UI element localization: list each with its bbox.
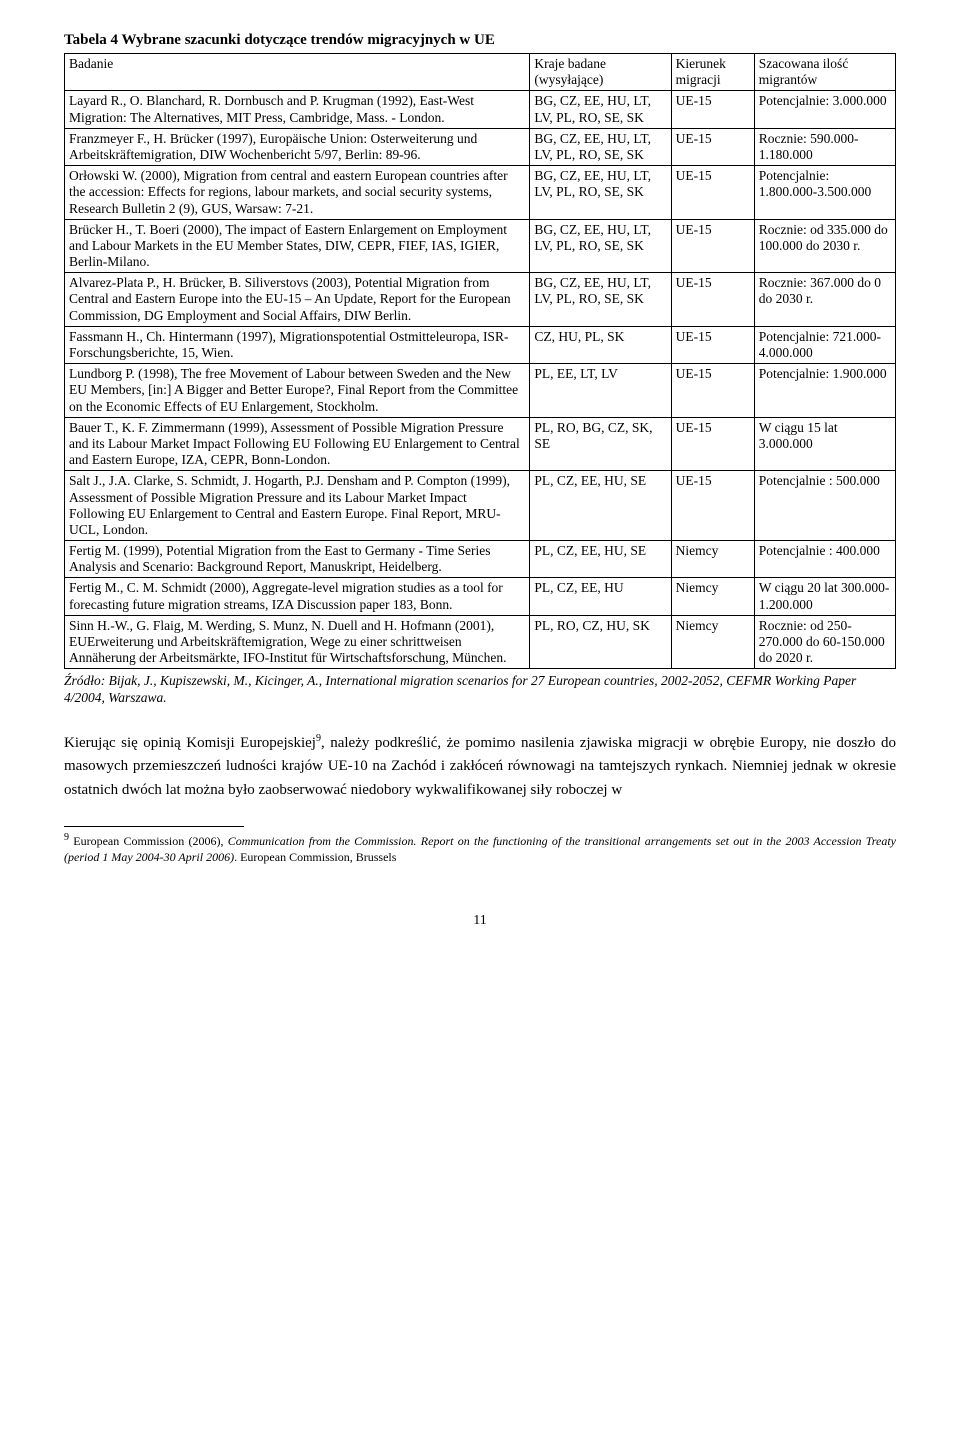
td-direction: Niemcy	[671, 541, 754, 578]
para-prefix: Kierując się opinią Komisji Europejskiej	[64, 735, 316, 751]
td-direction: UE-15	[671, 326, 754, 363]
td-estimate: W ciągu 20 lat 300.000-1.200.000	[754, 578, 895, 615]
table-row: Alvarez-Plata P., H. Brücker, B. Siliver…	[65, 273, 896, 327]
table-row: Fertig M. (1999), Potential Migration fr…	[65, 541, 896, 578]
td-study: Brücker H., T. Boeri (2000), The impact …	[65, 219, 530, 273]
table-row: Bauer T., K. F. Zimmermann (1999), Asses…	[65, 417, 896, 471]
table-row: Franzmeyer F., H. Brücker (1997), Europä…	[65, 128, 896, 165]
td-direction: UE-15	[671, 166, 754, 220]
table-row: Fertig M., C. M. Schmidt (2000), Aggrega…	[65, 578, 896, 615]
migration-table: Badanie Kraje badane (wysyłające) Kierun…	[64, 53, 896, 669]
td-study: Orłowski W. (2000), Migration from centr…	[65, 166, 530, 220]
td-direction: UE-15	[671, 91, 754, 128]
td-estimate: Potencjalnie: 721.000-4.000.000	[754, 326, 895, 363]
td-countries: PL, RO, CZ, HU, SK	[530, 615, 671, 669]
table-row: Salt J., J.A. Clarke, S. Schmidt, J. Hog…	[65, 471, 896, 541]
td-estimate: Rocznie: od 250-270.000 do 60-150.000 do…	[754, 615, 895, 669]
td-countries: BG, CZ, EE, HU, LT, LV, PL, RO, SE, SK	[530, 273, 671, 327]
table-row: Sinn H.-W., G. Flaig, M. Werding, S. Mun…	[65, 615, 896, 669]
td-direction: UE-15	[671, 219, 754, 273]
td-study: Fertig M., C. M. Schmidt (2000), Aggrega…	[65, 578, 530, 615]
td-estimate: Potencjalnie: 1.900.000	[754, 364, 895, 418]
td-countries: BG, CZ, EE, HU, LT, LV, PL, RO, SE, SK	[530, 219, 671, 273]
td-countries: PL, CZ, EE, HU, SE	[530, 471, 671, 541]
td-estimate: Rocznie: od 335.000 do 100.000 do 2030 r…	[754, 219, 895, 273]
td-study: Salt J., J.A. Clarke, S. Schmidt, J. Hog…	[65, 471, 530, 541]
td-estimate: Potencjalnie: 3.000.000	[754, 91, 895, 128]
td-countries: PL, CZ, EE, HU, SE	[530, 541, 671, 578]
footnote-separator	[64, 826, 244, 827]
td-countries: PL, CZ, EE, HU	[530, 578, 671, 615]
td-estimate: Rocznie: 367.000 do 0 do 2030 r.	[754, 273, 895, 327]
td-study: Sinn H.-W., G. Flaig, M. Werding, S. Mun…	[65, 615, 530, 669]
footnote-text: 9 European Commission (2006), Communicat…	[64, 831, 896, 865]
td-study: Fertig M. (1999), Potential Migration fr…	[65, 541, 530, 578]
table-header-row: Badanie Kraje badane (wysyłające) Kierun…	[65, 54, 896, 91]
td-study: Lundborg P. (1998), The free Movement of…	[65, 364, 530, 418]
td-study: Fassmann H., Ch. Hintermann (1997), Migr…	[65, 326, 530, 363]
table-row: Layard R., O. Blanchard, R. Dornbusch an…	[65, 91, 896, 128]
td-countries: BG, CZ, EE, HU, LT, LV, PL, RO, SE, SK	[530, 166, 671, 220]
td-direction: UE-15	[671, 471, 754, 541]
td-study: Alvarez-Plata P., H. Brücker, B. Siliver…	[65, 273, 530, 327]
footnote-prefix: European Commission (2006),	[69, 834, 228, 848]
td-direction: UE-15	[671, 417, 754, 471]
table-row: Lundborg P. (1998), The free Movement of…	[65, 364, 896, 418]
td-estimate: Rocznie: 590.000-1.180.000	[754, 128, 895, 165]
td-countries: BG, CZ, EE, HU, LT, LV, PL, RO, SE, SK	[530, 128, 671, 165]
td-estimate: Potencjalnie: 1.800.000-3.500.000	[754, 166, 895, 220]
td-study: Layard R., O. Blanchard, R. Dornbusch an…	[65, 91, 530, 128]
page-number: 11	[64, 913, 896, 929]
table-row: Brücker H., T. Boeri (2000), The impact …	[65, 219, 896, 273]
td-estimate: Potencjalnie : 400.000	[754, 541, 895, 578]
td-estimate: W ciągu 15 lat 3.000.000	[754, 417, 895, 471]
td-study: Franzmeyer F., H. Brücker (1997), Europä…	[65, 128, 530, 165]
td-direction: UE-15	[671, 273, 754, 327]
td-countries: BG, CZ, EE, HU, LT, LV, PL, RO, SE, SK	[530, 91, 671, 128]
td-estimate: Potencjalnie : 500.000	[754, 471, 895, 541]
th-estimate: Szacowana ilość migrantów	[754, 54, 895, 91]
td-direction: Niemcy	[671, 578, 754, 615]
td-countries: CZ, HU, PL, SK	[530, 326, 671, 363]
td-direction: UE-15	[671, 128, 754, 165]
table-source: Źródło: Bijak, J., Kupiszewski, M., Kici…	[64, 673, 896, 707]
table-row: Orłowski W. (2000), Migration from centr…	[65, 166, 896, 220]
th-study: Badanie	[65, 54, 530, 91]
table-caption: Tabela 4 Wybrane szacunki dotyczące tren…	[64, 32, 896, 49]
td-countries: PL, RO, BG, CZ, SK, SE	[530, 417, 671, 471]
table-row: Fassmann H., Ch. Hintermann (1997), Migr…	[65, 326, 896, 363]
td-countries: PL, EE, LT, LV	[530, 364, 671, 418]
td-study: Bauer T., K. F. Zimmermann (1999), Asses…	[65, 417, 530, 471]
body-paragraph: Kierując się opinią Komisji Europejskiej…	[64, 731, 896, 802]
td-direction: UE-15	[671, 364, 754, 418]
th-direction: Kierunek migracji	[671, 54, 754, 91]
th-countries: Kraje badane (wysyłające)	[530, 54, 671, 91]
footnote-suffix: . European Commission, Brussels	[234, 850, 396, 864]
td-direction: Niemcy	[671, 615, 754, 669]
